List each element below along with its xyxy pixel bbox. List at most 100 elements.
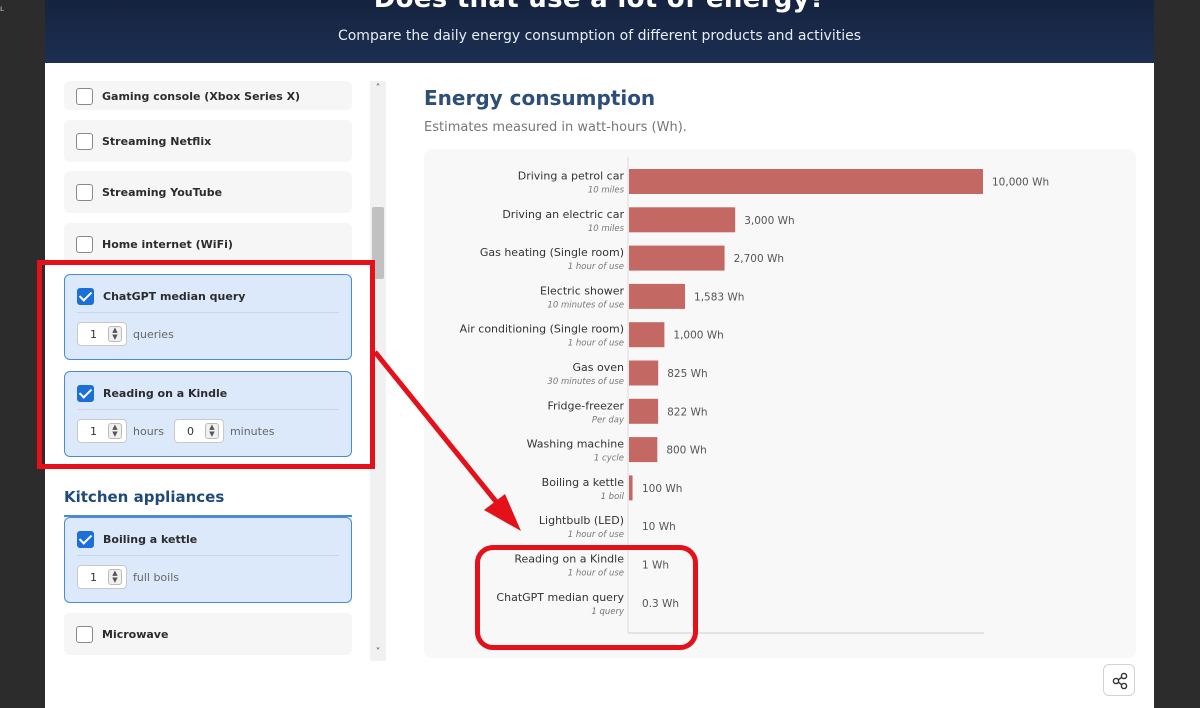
bar-chart: Driving a petrol car 10 miles 10,000 Wh Dri… [460,157,1049,634]
hours-stepper[interactable]: 1 ▲ ▼ [77,419,127,443]
category-sublabel: Per day [592,415,625,425]
value-label: 100 Wh [642,483,682,495]
divider [77,312,339,313]
sidebar-item-boiling-kettle[interactable]: Boiling a kettle 1 ▲ ▼ full boils [64,517,352,603]
stepper-value: 0 [186,425,194,438]
category-sublabel: 10 minutes of use [547,300,624,310]
checkbox[interactable] [76,87,93,105]
spinner-icon[interactable]: ▲ ▼ [204,423,219,439]
checkbox-checked[interactable] [77,287,94,305]
bar [629,283,686,309]
sidebar: Gaming console (Xbox Series X) Streaming… [45,63,390,663]
unit-label: minutes [229,424,275,438]
stepper-value: 1 [90,328,97,341]
stepper-value: 1 [90,425,97,438]
category-sublabel: 30 minutes of use [547,377,624,387]
section-underline [64,515,352,517]
category-label: Driving a petrol car [518,170,625,183]
checkbox[interactable] [76,625,93,643]
share-button[interactable] [1103,664,1135,696]
sidebar-item-microwave[interactable]: Microwave [64,613,352,655]
page-subtitle: Compare the daily energy consumption of … [337,28,862,44]
bar [629,322,665,348]
category-label: Reading on a Kindle [514,553,624,566]
page: Does that use a lot of energy? Compare t… [45,0,1154,708]
quantity-stepper[interactable]: 1 ▲ ▼ [77,565,127,589]
category-label: Air conditioning (Single room) [460,323,624,336]
category-sublabel: 10 miles [588,186,625,196]
highlight-box-sidebar [37,260,375,469]
sidebar-item-gaming-console[interactable]: Gaming console (Xbox Series X) [64,81,352,110]
value-label: 10 Wh [642,521,676,533]
divider [77,555,339,556]
checkbox[interactable] [76,132,93,150]
checkbox[interactable] [76,183,93,201]
item-label: Home internet (WiFi) [102,237,233,251]
category-label: Gas heating (Single room) [480,246,624,259]
category-label: Washing machine [527,438,625,451]
backdrop-right [1154,0,1200,708]
item-label: Gaming console (Xbox Series X) [102,89,301,103]
scroll-down-icon[interactable]: ˅ [375,647,381,658]
quantity-row: 1 ▲ ▼ hours 0 ▲ ▼ minutes [77,419,284,443]
category-label: Driving an electric car [502,208,624,221]
value-label: 1,583 Wh [694,291,744,303]
item-label: Reading on a Kindle [103,386,228,400]
unit-label: hours [133,424,164,438]
quantity-row: 1 ▲ ▼ queries [77,322,184,346]
category-sublabel: 1 cycle [594,454,624,464]
value-label: 822 Wh [667,406,707,418]
sidebar-item-streaming-netflix[interactable]: Streaming Netflix [64,120,352,162]
item-label: Microwave [102,627,169,641]
value-label: 1,000 Wh [673,330,723,342]
edge-glyph: ᴸ [0,4,5,18]
sidebar-item-home-internet[interactable]: Home internet (WiFi) [64,223,352,265]
category-label: Boiling a kettle [542,476,625,489]
bar [629,437,658,463]
category-label: Electric shower [540,284,624,297]
bar [629,169,983,194]
category-sublabel: 10 miles [588,224,625,234]
sidebar-item-kindle[interactable]: Reading on a Kindle 1 ▲ ▼ hours 0 ▲ ▼ minu… [64,371,352,457]
category-label: Gas oven [573,361,624,374]
divider [77,409,339,410]
item-label: Streaming Netflix [102,134,212,148]
checkbox-checked[interactable] [77,384,94,402]
share-icon [1112,672,1128,690]
quantity-stepper[interactable]: 1 ▲ ▼ [77,322,127,346]
minutes-stepper[interactable]: 0 ▲ ▼ [173,419,224,443]
value-label: 10,000 Wh [992,177,1049,189]
sidebar-item-streaming-youtube[interactable]: Streaming YouTube [64,171,352,213]
value-label: 3,000 Wh [744,215,794,227]
value-label: 2,700 Wh [734,253,784,265]
category-sublabel: 1 hour of use [568,569,624,579]
category-label: ChatGPT median query [496,591,624,604]
bar [629,245,725,271]
category-sublabel: 1 hour of use [568,530,624,540]
category-sublabel: 1 hour of use [568,339,624,349]
highlight-box-chart [475,545,698,650]
unit-label: queries [133,327,174,341]
category-sublabel: 1 hour of use [568,262,624,272]
checkbox[interactable] [76,235,93,253]
scroll-up-icon[interactable]: ˄ [375,83,381,94]
spinner-icon[interactable]: ▲ ▼ [108,569,122,585]
value-label: 0.3 Wh [642,598,679,610]
header: Does that use a lot of energy? Compare t… [45,0,1154,63]
category-label: Fridge-freezer [547,399,624,412]
chart-subtitle: Estimates measured in watt-hours (Wh). [424,120,687,135]
chart-title: Energy consumption [424,86,656,110]
category-sublabel: 1 query [591,607,625,617]
category-sublabel: 1 boil [601,492,625,502]
spinner-icon[interactable]: ▲ ▼ [108,326,122,342]
scroll-thumb[interactable] [372,207,384,279]
spinner-icon[interactable]: ▲ ▼ [108,423,122,439]
checkbox-checked[interactable] [77,530,94,548]
sidebar-item-chatgpt-query[interactable]: ChatGPT median query 1 ▲ ▼ queries [64,274,352,360]
value-label: 800 Wh [666,445,706,457]
bar [629,207,736,233]
item-label: ChatGPT median query [103,289,246,303]
bar [629,398,659,424]
section-title-kitchen: Kitchen appliances [64,488,225,506]
item-label: Boiling a kettle [103,532,198,546]
